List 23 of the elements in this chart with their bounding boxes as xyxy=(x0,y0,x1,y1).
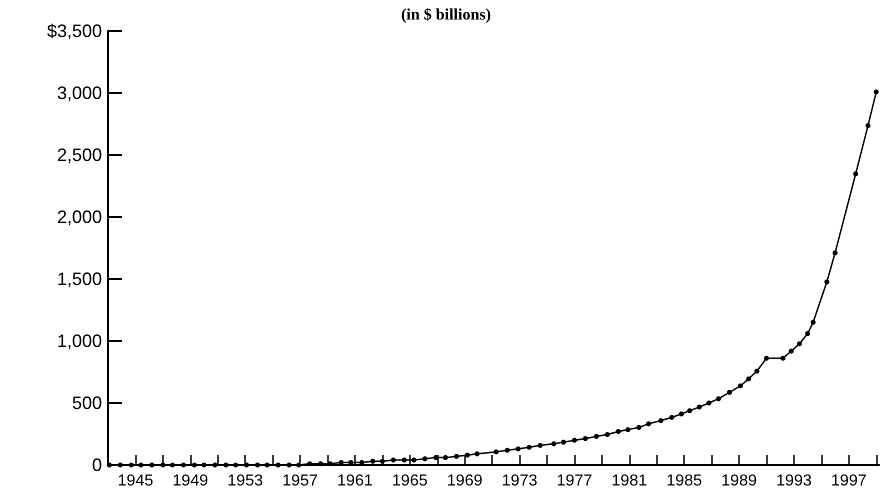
x-tick-label: 1997 xyxy=(831,472,867,490)
y-tick-label: 2,000 xyxy=(56,207,102,227)
x-tick-label: 1953 xyxy=(227,472,264,490)
y-tick-label: 1,000 xyxy=(56,331,102,351)
x-tick-label: 1949 xyxy=(172,472,208,490)
x-tick-label: 1993 xyxy=(776,472,812,490)
x-tick-label: 1973 xyxy=(502,472,538,490)
x-tick-label: 1961 xyxy=(337,472,373,490)
x-tick-label: 1989 xyxy=(721,472,757,490)
x-tick-label: 1945 xyxy=(118,472,154,490)
y-tick-label: 500 xyxy=(72,393,102,413)
x-tick-label: 1965 xyxy=(392,472,428,490)
y-tick-label: 2,500 xyxy=(56,145,102,165)
x-tick-label: 1957 xyxy=(282,472,318,490)
x-tick-label: 1985 xyxy=(666,472,702,490)
chart-title: (in $ billions) xyxy=(401,6,491,24)
y-tick-label: 3,000 xyxy=(56,83,102,103)
y-tick-label: 0 xyxy=(92,455,102,475)
x-tick-label: 1981 xyxy=(612,472,648,490)
x-tick-label: 1969 xyxy=(446,472,483,490)
x-tick-label: 1977 xyxy=(556,472,592,490)
y-tick-label: 1,500 xyxy=(56,269,102,289)
y-tick-label: $3,500 xyxy=(46,21,102,41)
